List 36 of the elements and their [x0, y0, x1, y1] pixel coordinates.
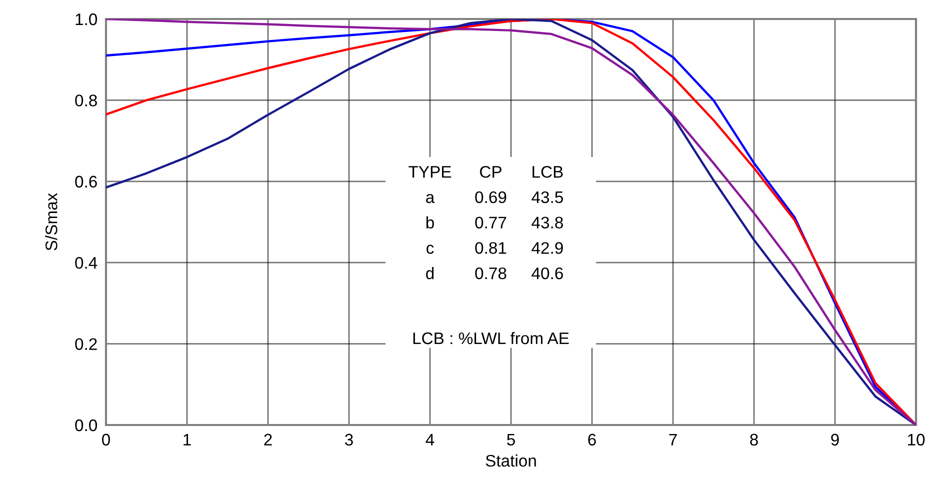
y-axis-title: S/Smax: [45, 193, 58, 250]
x-tick-label: 3: [345, 434, 353, 446]
x-tick-label: 9: [831, 434, 839, 446]
x-tick-label: 7: [669, 434, 677, 446]
annotation: 40.6: [532, 267, 563, 280]
x-tick-label: 4: [426, 434, 434, 446]
annotation: d: [426, 267, 434, 280]
y-tick-label: 0.2: [75, 338, 97, 350]
annotation: TYPE: [408, 166, 452, 178]
annotation: 42.9: [532, 242, 563, 254]
annotation: 43.5: [532, 191, 563, 204]
y-tick-label: 0.8: [75, 94, 97, 106]
x-tick-label: 8: [750, 434, 758, 446]
x-axis-title: Station: [486, 454, 536, 467]
annotation: 43.8: [532, 216, 563, 229]
annotation: b: [426, 216, 434, 229]
annotation: 0.78: [475, 267, 506, 280]
annotation: 0.69: [475, 191, 506, 204]
annotation: LCB : %LWL from AE: [413, 332, 569, 344]
x-tick-label: 5: [507, 434, 515, 446]
annotation: c: [426, 244, 434, 254]
annotation: a: [426, 194, 435, 204]
annotation: LCB: [532, 166, 563, 178]
x-tick-label: 6: [588, 434, 596, 446]
y-tick-label: 0.0: [75, 419, 98, 432]
annotation: 0.77: [475, 216, 506, 229]
annotation: CP: [480, 166, 502, 178]
x-tick-label: 0: [102, 434, 110, 446]
x-tick-label: 2: [264, 434, 272, 446]
line-series: [106, 19, 916, 425]
y-tick-label: 0.6: [75, 176, 97, 188]
x-tick-label: 10: [908, 434, 925, 446]
y-tick-label: 0.4: [75, 257, 98, 269]
annotation: 0.81: [475, 242, 506, 254]
x-tick-label: 1: [184, 434, 191, 446]
y-tick-label: 1.0: [76, 13, 98, 26]
